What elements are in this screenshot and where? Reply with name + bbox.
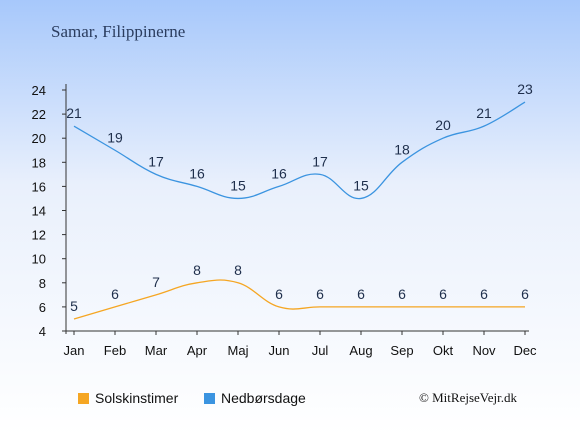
data-label: 16 [189, 165, 205, 181]
y-tick-label: 20 [32, 131, 46, 146]
data-label: 16 [271, 165, 287, 181]
data-label: 6 [480, 286, 488, 302]
data-label: 6 [521, 286, 529, 302]
data-label: 6 [316, 286, 324, 302]
data-label: 20 [435, 117, 451, 133]
legend-label-rain: Nedbørsdage [221, 390, 306, 406]
x-tick-label: Dec [513, 343, 537, 358]
series-line-1 [73, 279, 525, 320]
y-tick-label: 18 [32, 155, 46, 170]
data-label: 6 [111, 286, 119, 302]
x-tick-label: Jan [64, 343, 85, 358]
legend-item-rain: Nedbørsdage [204, 390, 306, 406]
y-axis: 4 6 8 10 12 14 16 18 20 22 24 [32, 83, 67, 339]
legend-swatch-rain [204, 392, 215, 404]
y-tick-label: 14 [32, 204, 46, 219]
data-label: 6 [357, 286, 365, 302]
data-label: 8 [234, 262, 242, 278]
page-title: Samar, Filippinerne [51, 22, 186, 41]
y-tick-label: 10 [32, 252, 46, 267]
data-label: 17 [312, 153, 328, 169]
data-labels: 21 19 17 16 15 16 17 15 18 20 21 23 5 6 7 8 8 6 6 6 6 6 6 6 [66, 81, 533, 314]
x-tick-label: Nov [472, 343, 496, 358]
data-label: 18 [394, 141, 410, 157]
data-label: 15 [353, 177, 369, 193]
y-tick-label: 22 [32, 107, 46, 122]
x-tick-label: Mar [145, 343, 168, 358]
y-tick-label: 16 [32, 179, 46, 194]
y-tick-label: 6 [39, 300, 46, 315]
x-tick-label: Jun [269, 343, 290, 358]
series-line-0 [73, 101, 526, 200]
data-label: 19 [107, 129, 123, 145]
y-tick-label: 4 [39, 324, 46, 339]
data-label: 6 [439, 286, 447, 302]
legend-swatch-sun [78, 392, 89, 404]
data-label: 6 [275, 286, 283, 302]
data-label: 7 [152, 274, 160, 290]
x-tick-label: Sep [390, 343, 413, 358]
x-tick-label: Apr [187, 343, 208, 358]
x-tick-label: Aug [349, 343, 372, 358]
y-tick-label: 8 [39, 276, 46, 291]
x-tick-label: Okt [433, 343, 454, 358]
x-axis: Jan Feb Mar Apr Maj Jun Jul Aug Sep Okt Nov Dec [64, 330, 537, 358]
data-label: 5 [70, 298, 78, 314]
data-label: 21 [66, 105, 82, 121]
data-label: 8 [193, 262, 201, 278]
legend-item-sun: Solskinstimer [78, 390, 178, 406]
y-tick-label: 24 [32, 83, 46, 98]
data-label: 6 [398, 286, 406, 302]
data-label: 15 [230, 177, 246, 193]
x-tick-label: Maj [228, 343, 249, 358]
series-lines [73, 101, 526, 320]
legend-label-sun: Solskinstimer [95, 390, 179, 406]
x-tick-label: Jul [312, 343, 329, 358]
data-label: 23 [517, 81, 533, 97]
data-label: 21 [476, 105, 492, 121]
copyright-text: © MitRejseVejr.dk [419, 390, 517, 405]
data-label: 17 [148, 153, 164, 169]
x-tick-label: Feb [104, 343, 126, 358]
y-tick-label: 12 [32, 228, 46, 243]
